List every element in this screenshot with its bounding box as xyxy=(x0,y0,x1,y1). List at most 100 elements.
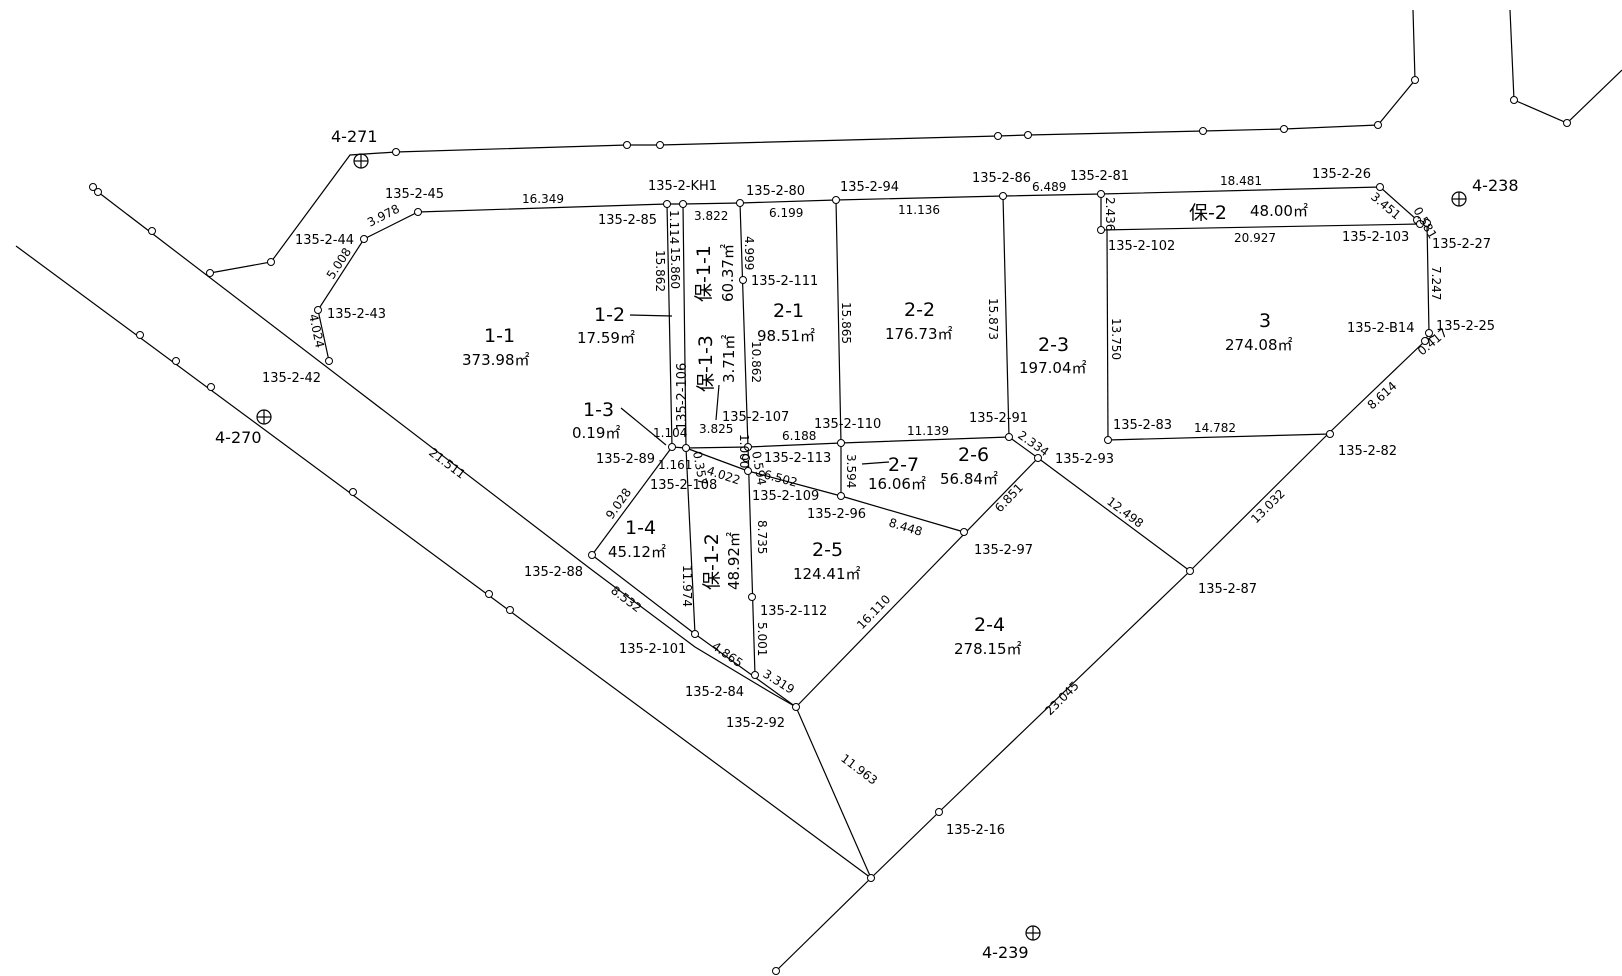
point-marker xyxy=(1411,76,1419,84)
point-93 xyxy=(1034,454,1042,462)
point-marker xyxy=(267,258,275,266)
point-label: 135-2-108 xyxy=(650,478,717,493)
point-marker xyxy=(206,269,214,277)
dimension-label: 10.862 xyxy=(749,341,763,383)
point-label: 135-2-96 xyxy=(807,507,866,522)
point-label: 135-2-82 xyxy=(1338,444,1397,459)
dimension-label: 21.511 xyxy=(426,445,468,481)
point-16 xyxy=(935,808,943,816)
dimension-label: 1.104 xyxy=(653,426,687,440)
point-110 xyxy=(837,439,845,447)
benchmark-label: 4-271 xyxy=(331,127,378,146)
point-marker xyxy=(349,488,357,496)
benchmark-icon xyxy=(256,409,272,425)
dimension-label: 5.001 xyxy=(755,622,769,656)
point-label: 135-2-44 xyxy=(295,233,354,248)
point-label: 135-2-88 xyxy=(524,565,583,580)
point-label: 135-2-87 xyxy=(1198,582,1257,597)
line-94-110 xyxy=(835,199,842,444)
point-44 xyxy=(360,235,368,243)
point-label: 135-2-86 xyxy=(972,171,1031,186)
point-81 xyxy=(1097,190,1105,198)
point-84 xyxy=(751,671,759,679)
point-91 xyxy=(1005,433,1013,441)
lot-area: 3.71㎡ xyxy=(720,335,738,383)
dimension-label: 15.860 xyxy=(668,247,682,289)
point-label: 135-2-112 xyxy=(760,604,827,619)
line-102-103 xyxy=(1100,223,1421,231)
point-marker xyxy=(772,967,780,975)
dimension-label: 3.978 xyxy=(365,202,402,230)
lot-area: 197.04㎡ xyxy=(1019,359,1087,377)
dimension-label: 11.974 xyxy=(680,565,694,607)
point-80 xyxy=(736,199,744,207)
point-label: 135-2-81 xyxy=(1070,169,1129,184)
lot-area: 176.73㎡ xyxy=(885,325,953,343)
point-marker xyxy=(136,331,144,339)
lot-name: 保-1-1 xyxy=(693,245,715,302)
point-label: 135-2-80 xyxy=(746,184,805,199)
dimension-label: 13.032 xyxy=(1248,487,1288,527)
point-109 xyxy=(744,467,752,475)
benchmark-icon xyxy=(353,153,369,169)
outer-road-line xyxy=(15,245,872,879)
lot-area: 98.51㎡ xyxy=(757,327,815,345)
lot-name: 2-7 xyxy=(888,454,919,476)
point-marker xyxy=(94,188,102,196)
dimension-label: 0.594 xyxy=(749,450,769,486)
point-label: 135-2-83 xyxy=(1113,418,1172,433)
point-label: 135-2-KH1 xyxy=(648,179,717,194)
dimension-label: 20.927 xyxy=(1234,231,1276,245)
dimension-label: 6.199 xyxy=(769,206,803,220)
leader-1-3 xyxy=(620,407,667,446)
benchmark-icon xyxy=(1025,925,1041,941)
lot-area: 278.15㎡ xyxy=(954,640,1022,658)
point-102 xyxy=(1097,226,1105,234)
dimension-label: 16.349 xyxy=(522,192,564,206)
line-93-87 xyxy=(1037,457,1191,572)
dimension-label: 15.873 xyxy=(986,298,1000,340)
benchmark-label: 4-239 xyxy=(982,943,1029,962)
benchmark-label: 4-270 xyxy=(215,428,262,447)
point-label: 135-2-84 xyxy=(685,685,744,700)
line-85-89 xyxy=(666,203,673,448)
lot-area: 373.98㎡ xyxy=(462,351,530,369)
point-111 xyxy=(739,276,747,284)
line-86-91 xyxy=(1002,195,1010,438)
point-marker xyxy=(392,148,400,156)
point-89 xyxy=(668,443,676,451)
point-label: 135-2-92 xyxy=(726,716,785,731)
lot-area: 48.92㎡ xyxy=(725,532,743,590)
benchmark-label: 4-238 xyxy=(1472,176,1519,195)
dimension-labels: 16.349 3.978 5.008 4.024 21.511 1.114 3.… xyxy=(306,174,1450,788)
point-label: 135-2-106 xyxy=(675,363,690,430)
point-45 xyxy=(414,208,422,216)
point-marker xyxy=(148,227,156,235)
point-97 xyxy=(960,528,968,536)
dimension-label: 3.594 xyxy=(844,454,858,488)
dimension-label: 8.614 xyxy=(1365,379,1400,412)
point-label: 135-2-45 xyxy=(385,187,444,202)
dimension-label: 15.862 xyxy=(653,250,667,292)
point-112 xyxy=(748,593,756,601)
dimension-label: 1.000 xyxy=(737,434,751,468)
lot-area: 124.41㎡ xyxy=(793,565,861,583)
point-marker xyxy=(656,141,664,149)
leader-2-7 xyxy=(861,461,890,465)
dimension-label: 8.735 xyxy=(755,520,769,554)
point-label: 135-2-109 xyxy=(752,489,819,504)
point-marker xyxy=(1374,121,1382,129)
point-label: 135-2-43 xyxy=(327,307,386,322)
point-label: 135-2-101 xyxy=(619,642,686,657)
point-92 xyxy=(792,703,800,711)
point-42 xyxy=(325,357,333,365)
point-43 xyxy=(314,306,322,314)
lot-name: 保-1-3 xyxy=(695,335,717,392)
survey-points xyxy=(89,76,1571,975)
point-label: 135-2-16 xyxy=(946,823,1005,838)
point-label: 135-2-102 xyxy=(1108,239,1175,254)
line-kh1-106 xyxy=(682,203,687,449)
dimension-label: 13.750 xyxy=(1109,318,1123,360)
line-102-83 xyxy=(1106,229,1109,441)
line-108-101 xyxy=(685,447,696,635)
